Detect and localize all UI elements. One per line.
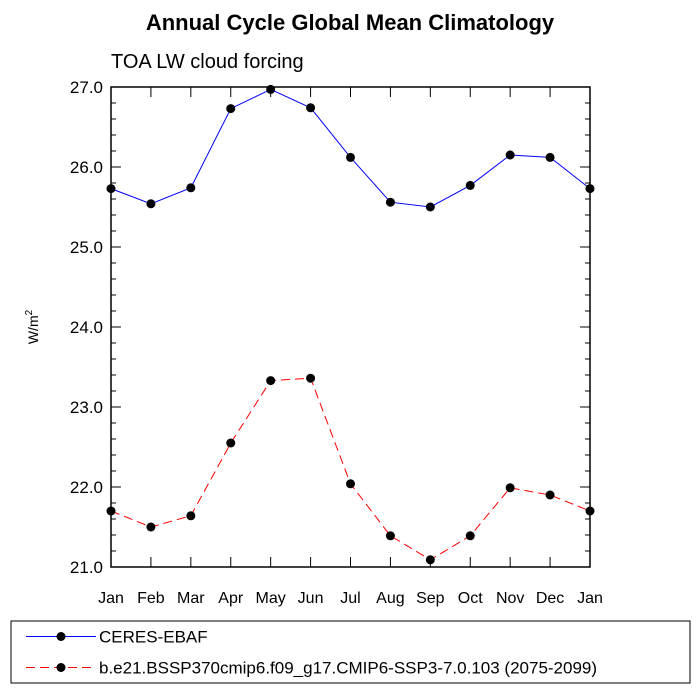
legend-box	[10, 620, 691, 684]
x-tick-label: Jan	[98, 590, 124, 607]
series-line-2	[110, 377, 591, 561]
data-point-series-1	[505, 150, 515, 160]
plot-area: 21.0 22.0 23.0 24.0 25.0 26.0 27.0 Jan Feb Mar Apr…	[70, 78, 603, 607]
data-point-series-1	[226, 104, 236, 114]
x-tick-label: Apr	[218, 590, 244, 607]
data-point-series-2	[226, 438, 236, 448]
data-point-series-1	[385, 197, 395, 207]
chart-subtitle: TOA LW cloud forcing	[111, 51, 304, 73]
series-line-1	[110, 88, 591, 208]
x-tick-label: Jun	[298, 590, 324, 607]
chart-title: Annual Cycle Global Mean Climatology	[146, 10, 555, 35]
legend-label-2: b.e21.BSSP370cmip6.f09_g17.CMIP6-SSP3-7.…	[99, 659, 597, 678]
x-tick-label: Sep	[416, 590, 445, 607]
data-point-series-2	[465, 531, 475, 541]
y-axis-label-exponent: 2	[24, 309, 35, 315]
data-point-series-2	[186, 511, 196, 521]
data-point-series-2	[425, 555, 435, 565]
data-point-series-1	[146, 199, 156, 209]
data-point-series-1	[465, 180, 475, 190]
y-tick-label: 23.0	[70, 398, 103, 417]
data-point-series-1	[106, 184, 116, 194]
legend-marker-2	[56, 663, 66, 672]
legend-marker-1	[56, 632, 66, 641]
data-point-series-2	[545, 490, 555, 500]
x-tick-label: Oct	[458, 590, 483, 607]
x-tick-label: Aug	[376, 590, 404, 607]
data-point-series-1	[306, 103, 316, 113]
y-tick-label: 22.0	[70, 478, 103, 497]
x-tick-label: May	[256, 590, 286, 607]
data-point-series-1	[585, 184, 595, 194]
data-point-series-1	[425, 202, 435, 212]
y-axis-label-unit: W/m	[25, 315, 41, 344]
data-point-series-1	[545, 152, 555, 162]
data-point-series-2	[146, 522, 156, 532]
legend-label-1: CERES-EBAF	[99, 628, 208, 647]
x-tick-label: Mar	[177, 590, 205, 607]
y-tick-label: 27.0	[70, 78, 103, 97]
data-point-series-2	[505, 483, 515, 493]
y-tick-label: 21.0	[70, 558, 103, 577]
data-point-series-2	[346, 479, 355, 489]
data-point-series-1	[186, 183, 196, 193]
data-point-series-2	[585, 506, 595, 516]
y-axis-label: W/m2	[24, 309, 41, 344]
legend: CERES-EBAF b.e21.BSSP370cmip6.f09_g17.CMI…	[10, 620, 691, 684]
x-tick-label: Dec	[536, 590, 564, 607]
data-point-series-2	[306, 373, 316, 383]
data-point-series-2	[106, 506, 116, 516]
data-point-series-1	[266, 84, 276, 94]
y-tick-label: 26.0	[70, 158, 103, 177]
x-tick-label: Feb	[137, 590, 165, 607]
data-point-series-2	[385, 531, 395, 541]
data-point-series-2	[266, 376, 276, 386]
y-tick-label: 25.0	[70, 238, 103, 257]
x-tick-label: Jan	[577, 590, 603, 607]
y-tick-label: 24.0	[70, 318, 103, 337]
x-tick-label: Jul	[340, 590, 360, 607]
x-tick-label: Nov	[496, 590, 524, 607]
data-point-series-1	[346, 152, 355, 162]
